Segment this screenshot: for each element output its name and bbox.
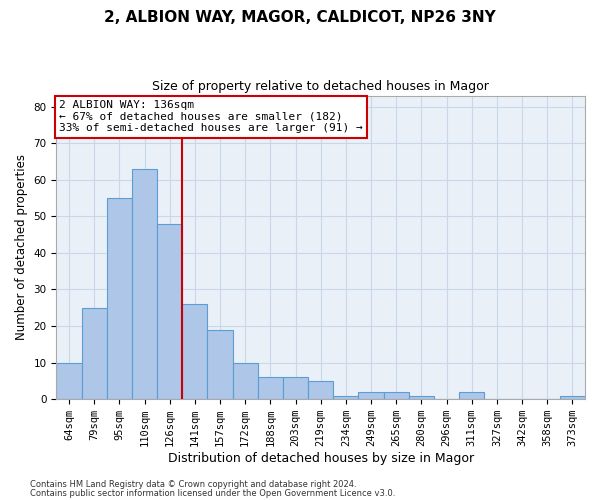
Text: 2 ALBION WAY: 136sqm
← 67% of detached houses are smaller (182)
33% of semi-deta: 2 ALBION WAY: 136sqm ← 67% of detached h… [59, 100, 363, 134]
Bar [132, 168, 157, 399]
Text: Contains HM Land Registry data © Crown copyright and database right 2024.: Contains HM Land Registry data © Crown c… [30, 480, 356, 489]
Bar [409, 396, 434, 399]
Bar [157, 224, 182, 399]
Bar [358, 392, 383, 399]
Y-axis label: Number of detached properties: Number of detached properties [15, 154, 28, 340]
X-axis label: Distribution of detached houses by size in Magor: Distribution of detached houses by size … [167, 452, 474, 465]
Bar [333, 396, 358, 399]
Bar [107, 198, 132, 399]
Bar [258, 378, 283, 399]
Bar [233, 362, 258, 399]
Bar [56, 362, 82, 399]
Bar [459, 392, 484, 399]
Bar [182, 304, 208, 399]
Bar [560, 396, 585, 399]
Bar [308, 381, 333, 399]
Text: Contains public sector information licensed under the Open Government Licence v3: Contains public sector information licen… [30, 488, 395, 498]
Bar [383, 392, 409, 399]
Title: Size of property relative to detached houses in Magor: Size of property relative to detached ho… [152, 80, 489, 93]
Text: 2, ALBION WAY, MAGOR, CALDICOT, NP26 3NY: 2, ALBION WAY, MAGOR, CALDICOT, NP26 3NY [104, 10, 496, 25]
Bar [82, 308, 107, 399]
Bar [208, 330, 233, 399]
Bar [283, 378, 308, 399]
